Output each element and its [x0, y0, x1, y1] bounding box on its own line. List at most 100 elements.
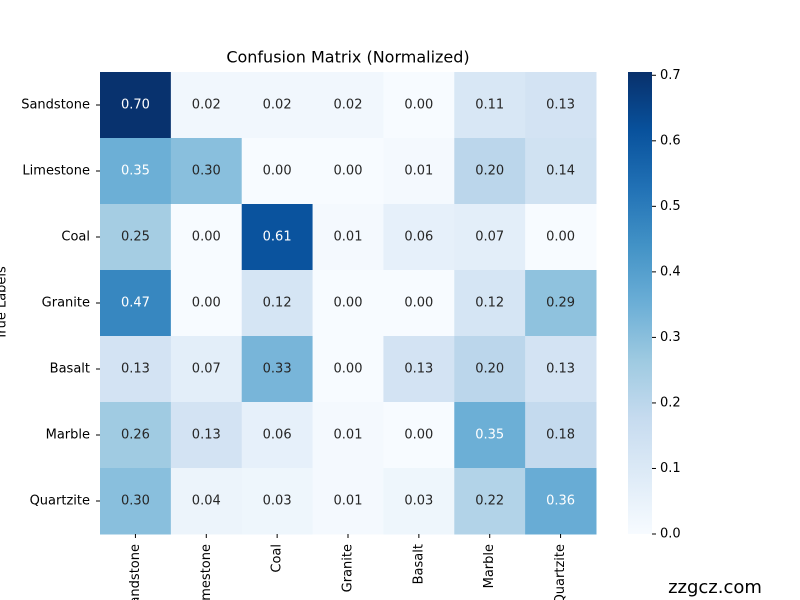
heatmap-cell — [170, 270, 243, 337]
heatmap-cell — [241, 402, 314, 469]
colorbar-tick-label: 0.6 — [660, 133, 681, 148]
cell-label: 0.01 — [334, 494, 363, 509]
heatmap-cell — [454, 270, 526, 337]
heatmap-cell — [525, 270, 597, 337]
chart-title: Confusion Matrix (Normalized) — [226, 48, 469, 67]
cell-label: 0.33 — [263, 362, 292, 377]
heatmap-cell — [383, 402, 455, 469]
cell-label: 0.06 — [263, 428, 292, 443]
y-axis-label: True Labels — [0, 266, 10, 341]
cell-label: 0.13 — [192, 428, 221, 443]
y-tick-label: Marble — [46, 428, 90, 443]
y-tick-label: Quartzite — [30, 494, 90, 509]
cell-label: 0.01 — [334, 428, 363, 443]
heatmap-cell — [100, 138, 172, 205]
heatmap-cell — [312, 336, 384, 403]
y-tick-label: Basalt — [50, 362, 90, 377]
cell-label: 0.02 — [263, 98, 292, 113]
cell-label: 0.12 — [475, 296, 504, 311]
heatmap-cell — [383, 204, 455, 271]
cell-label: 0.00 — [546, 230, 575, 245]
x-tick-label: Marble — [482, 544, 497, 588]
heatmap-cell — [383, 468, 455, 535]
cell-label: 0.04 — [192, 494, 221, 509]
cell-label: 0.03 — [404, 494, 433, 509]
cell-label: 0.00 — [404, 98, 433, 113]
y-tick-label: Granite — [42, 296, 90, 311]
cell-label: 0.00 — [334, 296, 363, 311]
heatmap-cell — [454, 204, 526, 271]
x-tick-label: Granite — [341, 544, 356, 592]
colorbar-tick-label: 0.4 — [660, 264, 681, 279]
cell-label: 0.36 — [546, 494, 575, 509]
x-tick-label: Coal — [270, 544, 285, 573]
x-tick-label: Sandstone — [128, 544, 143, 600]
heatmap-cell — [100, 402, 172, 469]
heatmap-cell — [241, 468, 314, 535]
heatmap-cell — [100, 72, 172, 139]
cell-label: 0.13 — [121, 362, 150, 377]
cell-label: 0.02 — [334, 98, 363, 113]
y-tick-label: Limestone — [22, 164, 90, 179]
cell-label: 0.35 — [475, 428, 504, 443]
heatmap-cell — [525, 468, 597, 535]
colorbar-tick-label: 0.2 — [660, 395, 681, 410]
cell-label: 0.00 — [404, 296, 433, 311]
heatmap-cell — [525, 138, 597, 205]
x-tick-label: Limestone — [199, 544, 214, 600]
cell-label: 0.30 — [192, 164, 221, 179]
heatmap-cell — [170, 336, 243, 403]
heatmap-cell — [241, 204, 314, 271]
colorbar-tick-label: 0.3 — [660, 330, 681, 345]
heatmap-cell — [454, 138, 526, 205]
cell-label: 0.29 — [546, 296, 575, 311]
cell-label: 0.00 — [334, 164, 363, 179]
heatmap-cell — [100, 336, 172, 403]
y-tick-label: Sandstone — [21, 98, 90, 113]
cell-label: 0.00 — [192, 230, 221, 245]
heatmap-cell — [241, 270, 314, 337]
cell-label: 0.07 — [475, 230, 504, 245]
heatmap-cell — [241, 336, 314, 403]
cell-label: 0.14 — [546, 164, 575, 179]
heatmap-cell — [454, 402, 526, 469]
heatmap-cell — [100, 270, 172, 337]
heatmap-cell — [241, 72, 314, 139]
colorbar — [628, 72, 652, 534]
heatmap-cell — [383, 72, 455, 139]
x-tick-label: Basalt — [411, 544, 426, 584]
heatmap-cell — [170, 402, 243, 469]
x-tick-label: Quartzite — [553, 544, 568, 600]
cell-label: 0.20 — [475, 164, 504, 179]
heatmap-cell — [383, 336, 455, 403]
cell-label: 0.01 — [334, 230, 363, 245]
cell-label: 0.22 — [475, 494, 504, 509]
cell-label: 0.01 — [404, 164, 433, 179]
cell-label: 0.13 — [404, 362, 433, 377]
heatmap-cell — [312, 204, 384, 271]
heatmap-cell — [525, 72, 597, 139]
heatmap-cell — [525, 204, 597, 271]
cell-label: 0.13 — [546, 362, 575, 377]
colorbar-tick-label: 0.7 — [660, 68, 681, 83]
heatmap-cell — [383, 270, 455, 337]
heatmap-cell — [454, 336, 526, 403]
heatmap-cell — [525, 336, 597, 403]
heatmap-cell — [312, 138, 384, 205]
heatmap-cell — [100, 204, 172, 271]
colorbar-tick-label: 0.1 — [660, 461, 681, 476]
cell-label: 0.30 — [121, 494, 150, 509]
heatmap-cell — [525, 402, 597, 469]
heatmap-cell — [170, 138, 243, 205]
colorbar-tick-label: 0.5 — [660, 199, 681, 214]
cell-label: 0.02 — [192, 98, 221, 113]
heatmap-cell — [312, 72, 384, 139]
heatmap-cell — [383, 138, 455, 205]
cell-label: 0.11 — [475, 98, 504, 113]
cell-label: 0.70 — [121, 98, 150, 113]
cell-label: 0.25 — [121, 230, 150, 245]
cell-label: 0.26 — [121, 428, 150, 443]
cell-label: 0.00 — [404, 428, 433, 443]
cell-label: 0.13 — [546, 98, 575, 113]
